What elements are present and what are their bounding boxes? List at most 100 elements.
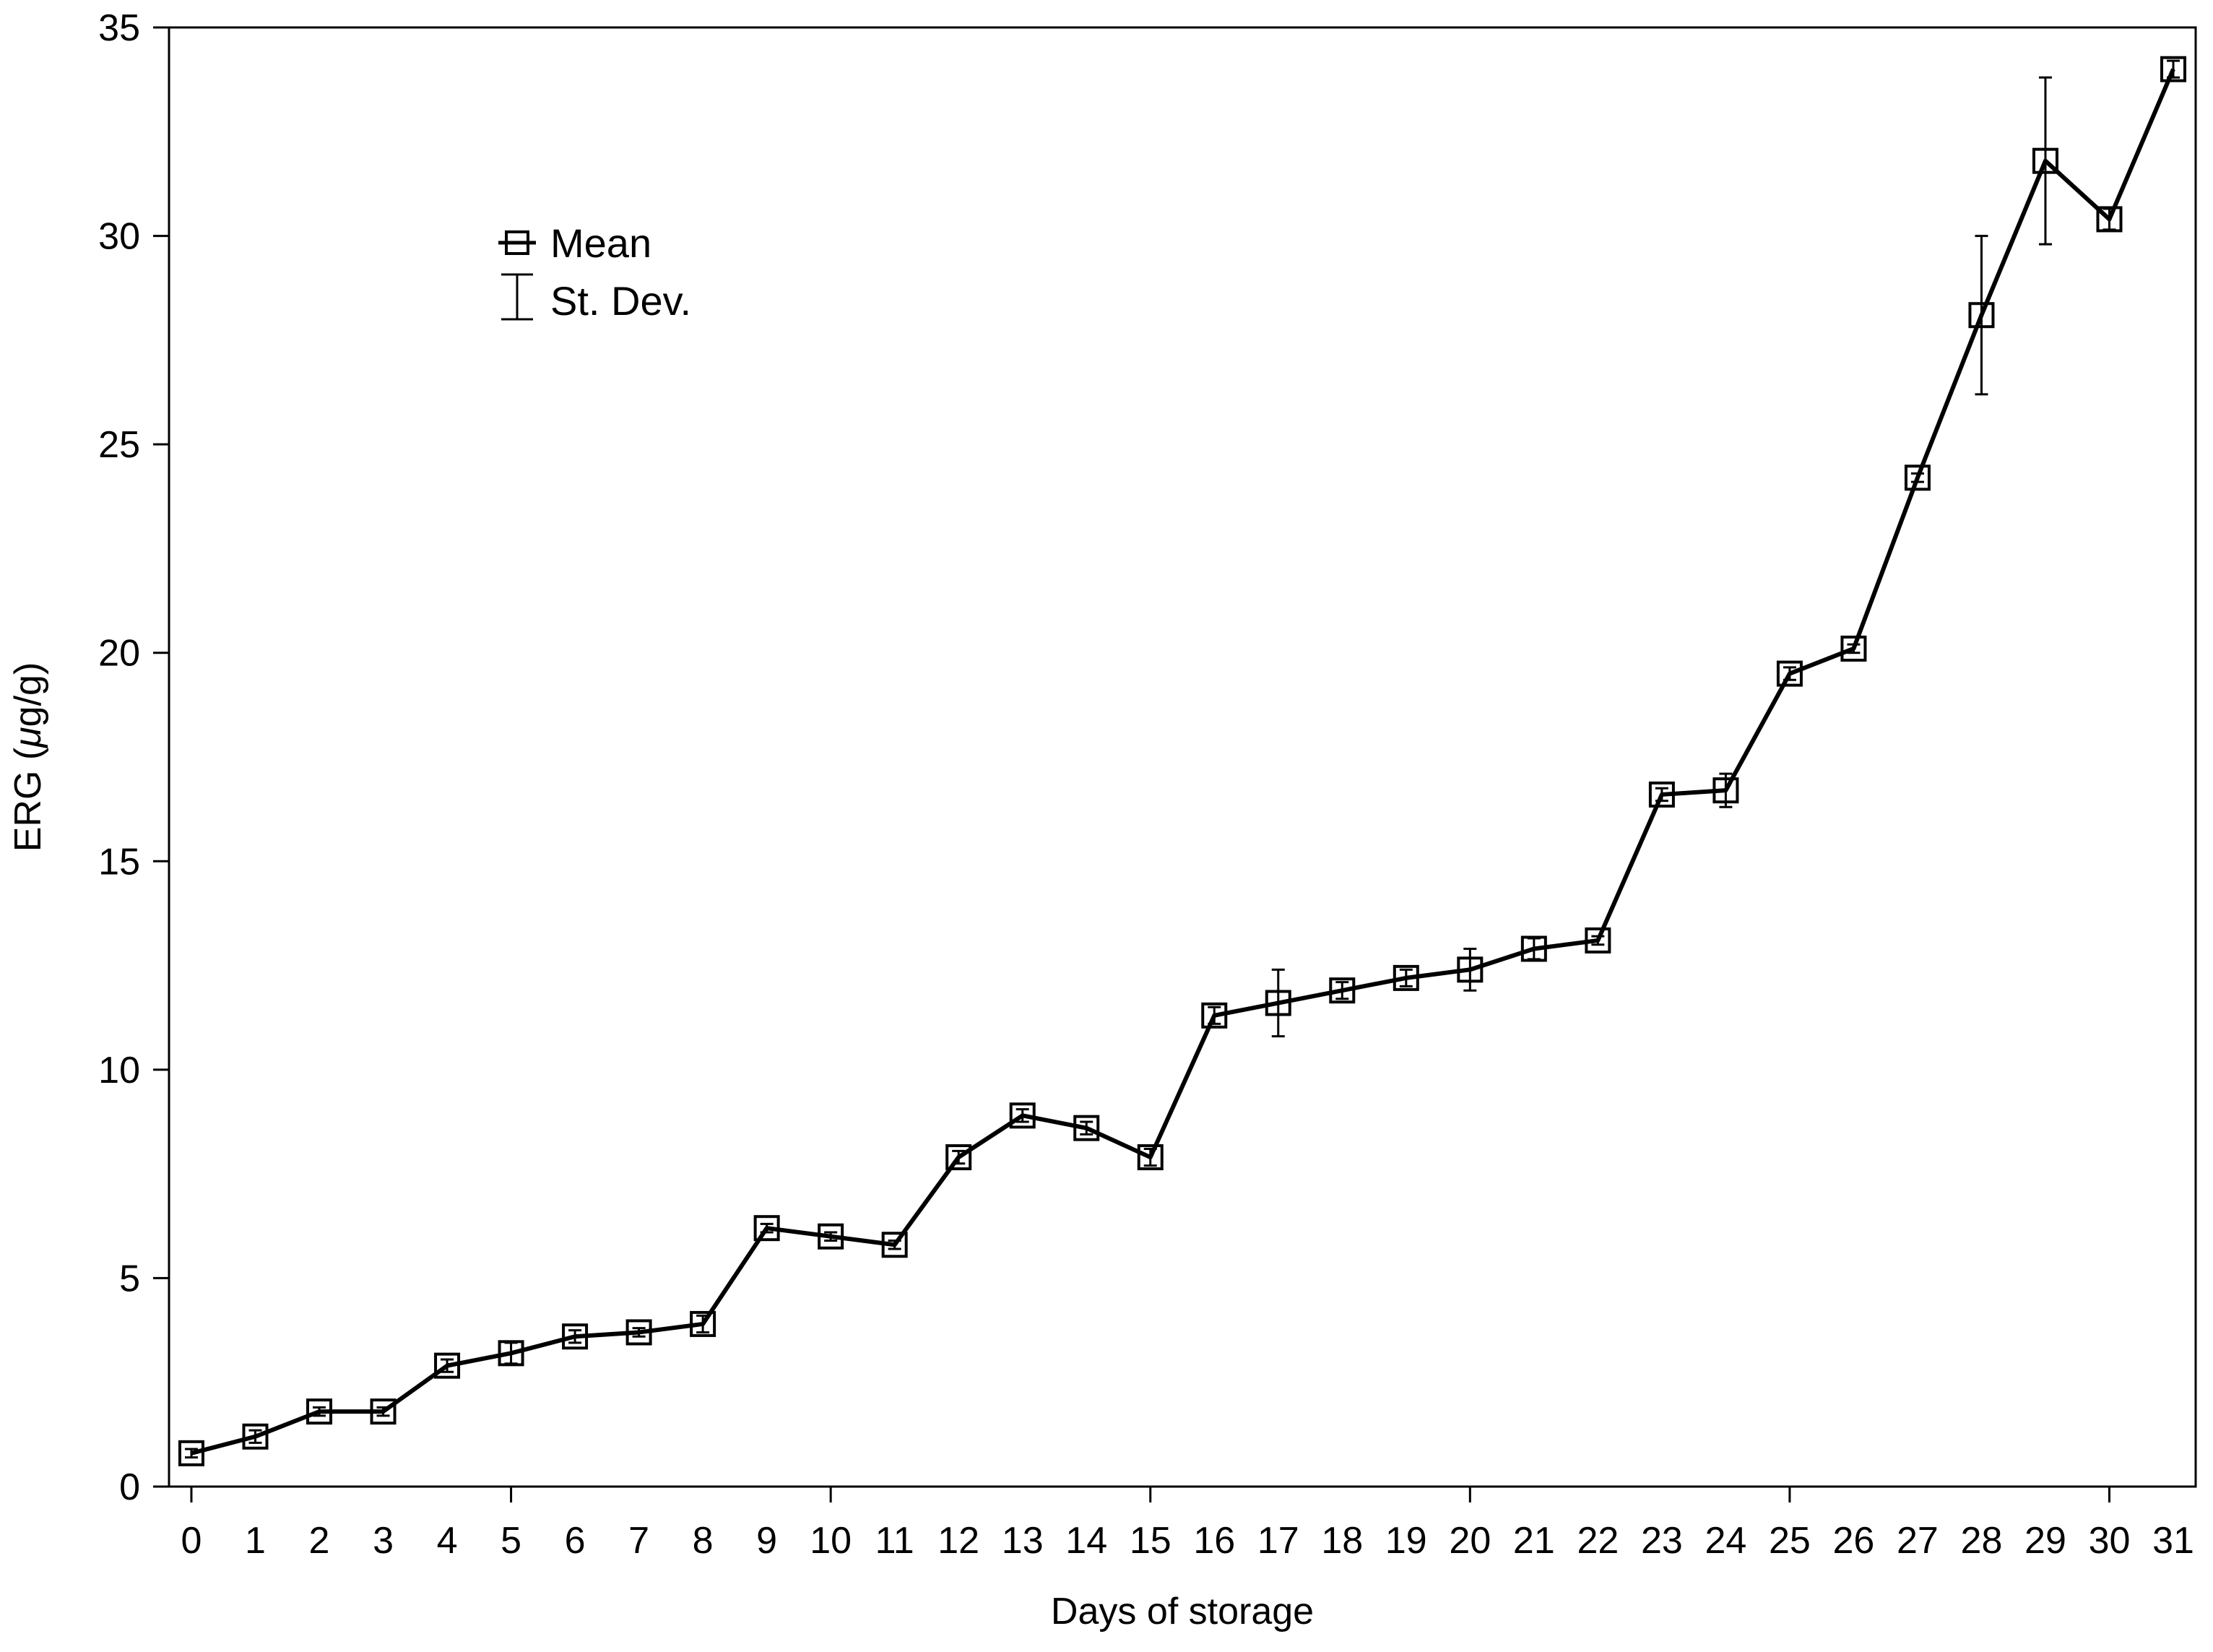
data-point-day-28 xyxy=(1968,235,1995,396)
marker-day-9 xyxy=(753,1215,780,1242)
marker-day-2 xyxy=(306,1398,333,1425)
marker-day-7 xyxy=(625,1319,652,1346)
data-point-day-2 xyxy=(306,1398,333,1425)
data-point-day-9 xyxy=(753,1215,780,1242)
data-point-day-3 xyxy=(370,1398,397,1425)
marker-day-22 xyxy=(1585,927,1611,953)
marker-day-29 xyxy=(2032,147,2058,174)
data-point-day-8 xyxy=(690,1310,716,1337)
data-point-day-25 xyxy=(1776,660,1803,687)
x-tick-label-31: 31 xyxy=(2152,1520,2194,1562)
x-tick-label-0: 0 xyxy=(181,1520,202,1562)
marker-day-28 xyxy=(1968,302,1995,329)
x-tick-label-12: 12 xyxy=(937,1520,979,1562)
series-group xyxy=(178,56,2187,1466)
marker-day-24 xyxy=(1712,777,1739,804)
legend-sd-label: St. Dev. xyxy=(550,278,691,324)
plot-frame xyxy=(168,26,2197,1488)
y-tick-label-10: 10 xyxy=(98,1050,140,1091)
marker-day-15 xyxy=(1137,1144,1164,1171)
x-tick-label-1: 1 xyxy=(245,1520,266,1562)
data-point-day-29 xyxy=(2032,76,2058,246)
x-tick-label-18: 18 xyxy=(1321,1520,1363,1562)
legend-mean-label: Mean xyxy=(550,220,651,266)
series-line-mean xyxy=(191,68,2175,1456)
y-axis-title-suffix: g/g) xyxy=(7,662,49,727)
data-point-day-12 xyxy=(945,1144,972,1171)
marker-day-14 xyxy=(1073,1115,1100,1141)
data-point-day-6 xyxy=(562,1323,589,1350)
x-tick-label-4: 4 xyxy=(437,1520,458,1562)
legend: Mean St. Dev. xyxy=(498,220,691,324)
data-point-day-31 xyxy=(2160,56,2187,82)
legend-mean-marker xyxy=(498,230,536,255)
data-point-day-7 xyxy=(625,1319,652,1346)
marker-day-31 xyxy=(2160,56,2187,82)
data-point-day-22 xyxy=(1585,927,1611,953)
x-tick-label-20: 20 xyxy=(1449,1520,1491,1562)
y-tick-label-0: 0 xyxy=(119,1466,140,1508)
x-tick-label-9: 9 xyxy=(756,1520,777,1562)
x-tick-label-30: 30 xyxy=(2089,1520,2131,1562)
x-tick-label-27: 27 xyxy=(1897,1520,1939,1562)
data-point-day-21 xyxy=(1520,935,1547,962)
data-point-day-4 xyxy=(434,1352,461,1379)
marker-day-5 xyxy=(498,1340,524,1367)
x-tick-label-19: 19 xyxy=(1385,1520,1427,1562)
data-point-day-19 xyxy=(1393,964,1419,991)
legend-mean-square xyxy=(505,230,529,255)
data-point-day-17 xyxy=(1265,968,1291,1038)
marker-day-21 xyxy=(1520,935,1547,962)
marker-day-8 xyxy=(690,1310,716,1337)
data-point-day-1 xyxy=(242,1423,269,1450)
y-tick-label-35: 35 xyxy=(98,7,140,49)
x-tick-label-2: 2 xyxy=(309,1520,330,1562)
marker-day-3 xyxy=(370,1398,397,1425)
marker-day-13 xyxy=(1009,1102,1036,1129)
marker-day-20 xyxy=(1457,956,1484,983)
x-tick-label-10: 10 xyxy=(810,1520,852,1562)
x-tick-label-25: 25 xyxy=(1769,1520,1811,1562)
axes-group xyxy=(168,26,2197,1488)
data-point-day-15 xyxy=(1137,1144,1164,1171)
data-point-day-24 xyxy=(1712,772,1739,808)
x-tick-label-7: 7 xyxy=(628,1520,649,1562)
data-point-day-23 xyxy=(1648,781,1675,808)
marker-day-18 xyxy=(1329,977,1356,1004)
data-point-day-18 xyxy=(1329,977,1356,1004)
x-tick-label-17: 17 xyxy=(1257,1520,1299,1562)
marker-day-4 xyxy=(434,1352,461,1379)
marker-day-26 xyxy=(1840,635,1867,662)
x-axis-title: Days of storage xyxy=(1051,1591,1314,1632)
x-tick-label-6: 6 xyxy=(565,1520,586,1562)
marker-day-10 xyxy=(818,1223,844,1250)
x-tick-label-26: 26 xyxy=(1833,1520,1875,1562)
x-tick-label-11: 11 xyxy=(875,1520,914,1562)
y-tick-label-15: 15 xyxy=(98,841,140,883)
marker-day-1 xyxy=(242,1423,269,1450)
data-point-day-16 xyxy=(1201,1002,1228,1029)
marker-day-30 xyxy=(2096,206,2123,233)
data-point-day-30 xyxy=(2096,206,2123,233)
y-axis-title-mu: μ xyxy=(7,727,49,749)
x-tick-label-5: 5 xyxy=(501,1520,521,1562)
x-tick-label-8: 8 xyxy=(693,1520,714,1562)
marker-day-0 xyxy=(178,1440,204,1466)
y-tick-label-25: 25 xyxy=(98,424,140,466)
data-point-day-0 xyxy=(178,1440,204,1466)
y-tick-label-30: 30 xyxy=(98,216,140,258)
y-tick-label-20: 20 xyxy=(98,633,140,675)
x-tick-label-22: 22 xyxy=(1577,1520,1619,1562)
x-tick-label-16: 16 xyxy=(1193,1520,1235,1562)
marker-day-19 xyxy=(1393,964,1419,991)
data-point-day-14 xyxy=(1073,1115,1100,1141)
y-ticks-group: 0 5 10 15 20 25 30 35 xyxy=(98,7,169,1508)
data-point-day-11 xyxy=(881,1232,908,1258)
marker-day-17 xyxy=(1265,990,1291,1016)
data-point-day-20 xyxy=(1457,947,1484,992)
x-tick-label-29: 29 xyxy=(2024,1520,2066,1562)
legend-sd-marker xyxy=(501,273,533,321)
marker-day-27 xyxy=(1904,464,1931,491)
